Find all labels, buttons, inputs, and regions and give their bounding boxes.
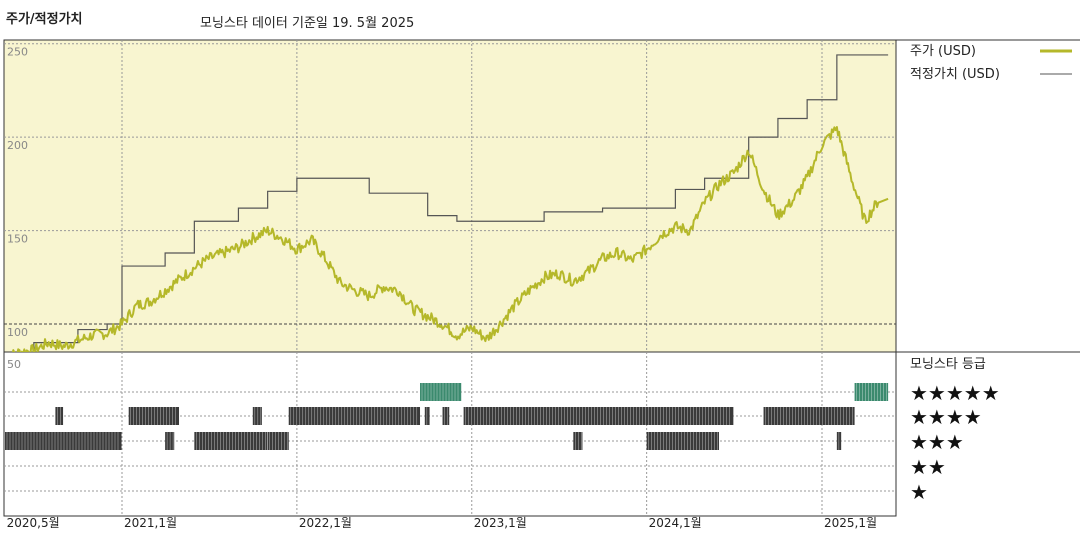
rating-period-3-star <box>267 432 289 450</box>
x-tick-label: 2020,5월 <box>7 516 60 530</box>
legend-price-label: 주가 (USD) <box>910 44 976 59</box>
series-lines <box>12 54 889 352</box>
rating-period-4-star <box>252 407 262 425</box>
rating-period-4-star <box>442 407 450 425</box>
rating-period-5-star <box>420 383 462 401</box>
y-tick-label: 100 <box>7 326 28 339</box>
star-rating-levels: ★★★★★★★★★★★★★★★ <box>910 381 1000 504</box>
rating-period-4-star <box>763 407 855 425</box>
rating-plot-area <box>3 351 897 517</box>
y-tick-label: 200 <box>7 139 28 152</box>
star-level-2: ★★ <box>910 455 946 479</box>
rating-period-3-star <box>646 432 719 450</box>
chart-section-title: 주가/적정가치 <box>6 12 83 27</box>
axis-ticks: 2020,5월 2021,1월 2022,1월 2023,1월 2024,1월 2025,… <box>7 46 877 530</box>
rating-period-3-star <box>573 432 583 450</box>
rating-period-3-star <box>836 432 842 450</box>
rating-period-4-star <box>128 407 180 425</box>
y-tick-label: 150 <box>7 233 28 246</box>
rating-period-4-star <box>424 407 430 425</box>
x-tick-label: 2024,1월 <box>649 516 702 530</box>
rating-period-3-star <box>165 432 175 450</box>
star-level-3: ★★★ <box>910 430 964 454</box>
data-source-note: 모닝스타 데이터 기준일 19. 5월 2025 <box>200 16 415 31</box>
rating-period-4-star <box>55 407 64 425</box>
rating-y-tick-label: 50 <box>7 358 21 371</box>
price-line <box>12 126 889 352</box>
rating-period-5-star <box>854 383 889 401</box>
star-level-4: ★★★★ <box>910 405 982 429</box>
rating-bars <box>5 383 889 450</box>
rating-legend-title: 모닝스타 등급 <box>910 357 986 372</box>
x-tick-label: 2022,1월 <box>299 516 352 530</box>
x-tick-label: 2025,1월 <box>824 516 877 530</box>
star-level-5: ★★★★★ <box>910 381 1000 405</box>
rating-period-4-star <box>288 407 421 425</box>
x-tick-label: 2021,1월 <box>124 516 177 530</box>
rating-period-3-star <box>5 432 122 450</box>
rating-period-4-star <box>463 407 734 425</box>
legend-fair-value-label: 적정가치 (USD) <box>910 67 1000 82</box>
y-tick-label: 250 <box>7 46 28 59</box>
rating-period-3-star <box>194 432 268 450</box>
x-tick-label: 2023,1월 <box>474 516 527 530</box>
star-level-1: ★ <box>910 480 928 504</box>
